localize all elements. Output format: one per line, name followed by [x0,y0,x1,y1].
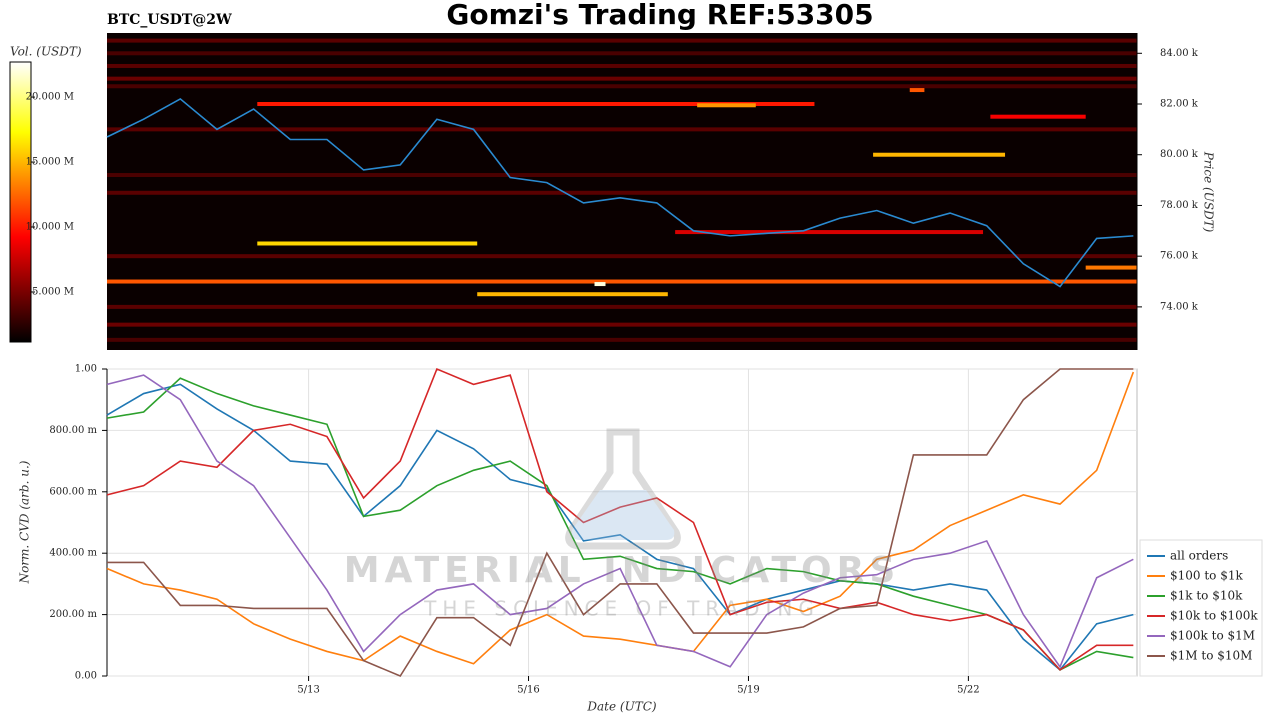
colorbar-tick-label: 20.000 M [26,92,74,103]
watermark-icon-fill [571,490,675,540]
y-tick-label: 0.00 [75,671,97,682]
y-tick-label: 80.00 k [1160,149,1199,160]
legend [1139,539,1263,677]
y-tick-label: 76.00 k [1160,251,1199,262]
order-level [873,152,1006,157]
colorbar-tick-label: 5.000 M [32,286,74,297]
y-tick-label: 800.00 m [49,425,97,436]
cvd-line [106,371,1135,665]
price-line [106,97,1134,288]
legend-label: $100k to $1M [1170,629,1255,643]
order-level [107,322,1137,327]
legend-label: $1M to $10M [1170,649,1252,663]
chart-title: BTC_USDT@2W [107,12,232,28]
y-tick-label: 1.00 [75,364,97,375]
legend-label: $100 to $1k [1170,569,1243,583]
y-axis-label: Price (USDT) [1202,151,1216,233]
order-level [107,254,1137,259]
y-tick-label: 84.00 k [1160,48,1199,59]
order-level [107,38,1137,43]
order-level [257,241,478,246]
order-level [257,102,815,107]
colorbar-tick-label: 10.000 M [26,222,74,233]
colorbar [9,61,32,343]
order-level [675,230,984,235]
legend-label: $10k to $100k [1170,609,1258,623]
x-tick-label: 5/22 [957,685,979,696]
order-level [107,337,1137,342]
order-level [107,279,1137,284]
order-level [107,84,1137,89]
y-tick-label: 400.00 m [49,548,97,559]
watermark: MATERIAL INDICATORS THE SCIENCE OF TRADI… [344,428,901,621]
colorbar-label: Vol. (USDT) [10,45,82,59]
y-tick-label: 600.00 m [49,486,97,497]
order-level [990,114,1086,119]
order-level [697,103,756,108]
order-level [1085,265,1137,270]
order-level [107,304,1137,309]
y-tick-label: 82.00 k [1160,99,1199,110]
y-axis-label: Norm. CVD (arb. u.) [18,460,32,584]
order-level [107,51,1137,56]
colorbar-tick-label: 15.000 M [26,157,74,168]
watermark-subtext: THE SCIENCE OF TRADING [423,597,820,621]
watermark-icon [565,428,681,550]
cvd-line [107,368,1134,677]
watermark-text: MATERIAL INDICATORS [344,550,901,591]
cvd-line [106,367,1134,671]
order-level [107,190,1137,195]
cvd-line [106,377,1134,671]
order-level [107,173,1137,178]
order-level [909,88,925,93]
order-level [594,282,606,287]
x-tick-label: 5/13 [297,685,319,696]
page-title: Gomzi's Trading REF:53305 [446,0,873,31]
y-tick-label: 74.00 k [1160,301,1199,312]
cvd-line [106,374,1134,669]
cvd-line [106,383,1134,671]
legend-label: all orders [1170,549,1228,563]
x-tick-label: 5/16 [517,685,539,696]
y-tick-label: 200.00 m [49,609,97,620]
x-axis-label: Date (UTC) [586,700,656,714]
order-level [477,292,668,297]
x-tick-label: 5/19 [737,685,759,696]
order-level [107,127,1137,132]
order-level [107,63,1137,68]
order-level [107,76,1137,81]
legend-label: $1k to $10k [1170,589,1243,603]
y-tick-label: 78.00 k [1160,200,1199,211]
